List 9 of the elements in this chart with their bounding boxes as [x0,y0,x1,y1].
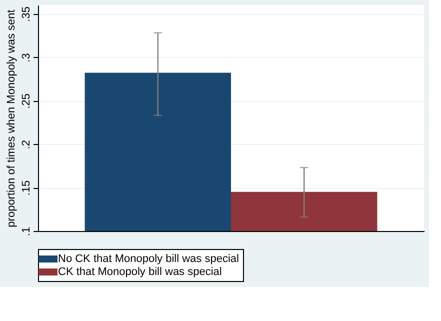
y-tick-label: .15 [20,180,32,196]
legend-label: No CK that Monopoly bill was special [58,253,239,265]
y-tick-label: .25 [20,93,32,109]
y-tick-label: .1 [20,226,32,236]
legend-label: CK that Monopoly bill was special [58,266,222,278]
y-tick-label: .2 [20,140,32,150]
y-tick-label: .3 [20,53,32,62]
y-tick-label: .35 [20,6,32,22]
y-axis-title: proportion of times when Monopoly was sent [6,10,18,228]
